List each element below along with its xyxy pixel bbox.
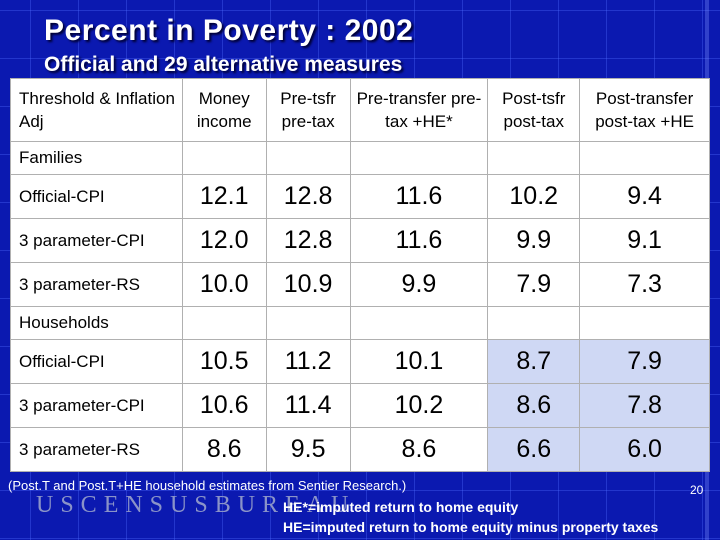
he-note: HE=imputed return to home equity minus p…	[283, 519, 659, 535]
page-number: 20	[690, 483, 704, 497]
section-row-households: Households	[10, 306, 710, 340]
table-cell: 12.8	[265, 218, 351, 263]
row-label: Official-CPI	[10, 339, 183, 384]
table-cell-highlighted: 8.7	[487, 339, 581, 384]
table-cell: 11.4	[265, 383, 351, 428]
table-cell-highlighted: 6.0	[579, 427, 710, 472]
table-cell: 9.9	[487, 218, 581, 263]
table-cell: 10.9	[265, 262, 351, 307]
table-cell: 12.0	[181, 218, 267, 263]
column-header: Post-tsfr post-tax	[487, 78, 581, 142]
table-row: 3 parameter-CPI 10.6 11.4 10.2 8.6 7.8	[10, 383, 710, 428]
source-footnote: (Post.T and Post.T+HE household estimate…	[8, 478, 407, 493]
row-label: Official-CPI	[10, 174, 183, 219]
table-cell: 10.6	[181, 383, 267, 428]
table-cell: 10.0	[181, 262, 267, 307]
table-cell: 8.6	[349, 427, 489, 472]
column-header: Money income	[181, 78, 267, 142]
slide-subtitle: Official and 29 alternative measures	[44, 53, 403, 76]
table-cell-highlighted: 7.9	[579, 339, 710, 384]
table-cell: 8.6	[181, 427, 267, 472]
table-cell: 12.1	[181, 174, 267, 219]
table-cell: 10.1	[349, 339, 489, 384]
table-cell: 10.2	[487, 174, 581, 219]
table-cell: 7.9	[487, 262, 581, 307]
table-cell-highlighted: 8.6	[487, 383, 581, 428]
column-header: Post-transfer post-tax +HE	[579, 78, 710, 142]
table-cell: 7.3	[579, 262, 710, 307]
table-cell: 10.2	[349, 383, 489, 428]
table-row: 3 parameter-CPI 12.0 12.8 11.6 9.9 9.1	[10, 218, 710, 263]
row-label: 3 parameter-RS	[10, 427, 183, 472]
slide-title: Percent in Poverty : 2002	[44, 14, 414, 47]
table-cell: 9.4	[579, 174, 710, 219]
row-header-label: Threshold & Inflation Adj	[10, 78, 183, 142]
table-row: 3 parameter-RS 8.6 9.5 8.6 6.6 6.0	[10, 427, 710, 472]
poverty-table: Threshold & Inflation Adj Money income P…	[10, 78, 710, 472]
row-label: 3 parameter-RS	[10, 262, 183, 307]
table-header-row: Threshold & Inflation Adj Money income P…	[10, 78, 710, 142]
he-star-note: HE*=imputed return to home equity	[283, 499, 519, 515]
table-row: 3 parameter-RS 10.0 10.9 9.9 7.9 7.3	[10, 262, 710, 307]
table-cell: 11.2	[265, 339, 351, 384]
column-header: Pre-transfer pre-tax +HE*	[349, 78, 489, 142]
agency-logo: USCENSUSBUREAU	[36, 492, 356, 518]
table-row: Official-CPI 10.5 11.2 10.1 8.7 7.9	[10, 339, 710, 384]
row-label: 3 parameter-CPI	[10, 218, 183, 263]
table-cell: 9.5	[265, 427, 351, 472]
section-label: Families	[10, 141, 183, 175]
section-label: Households	[10, 306, 183, 340]
section-row-families: Families	[10, 141, 710, 175]
table-row: Official-CPI 12.1 12.8 11.6 10.2 9.4	[10, 174, 710, 219]
table-cell: 9.9	[349, 262, 489, 307]
table-cell: 11.6	[349, 218, 489, 263]
table-cell: 9.1	[579, 218, 710, 263]
table-cell-highlighted: 7.8	[579, 383, 710, 428]
table-cell: 11.6	[349, 174, 489, 219]
table-cell: 12.8	[265, 174, 351, 219]
row-label: 3 parameter-CPI	[10, 383, 183, 428]
table-cell: 10.5	[181, 339, 267, 384]
table-cell-highlighted: 6.6	[487, 427, 581, 472]
column-header: Pre-tsfr pre-tax	[265, 78, 351, 142]
